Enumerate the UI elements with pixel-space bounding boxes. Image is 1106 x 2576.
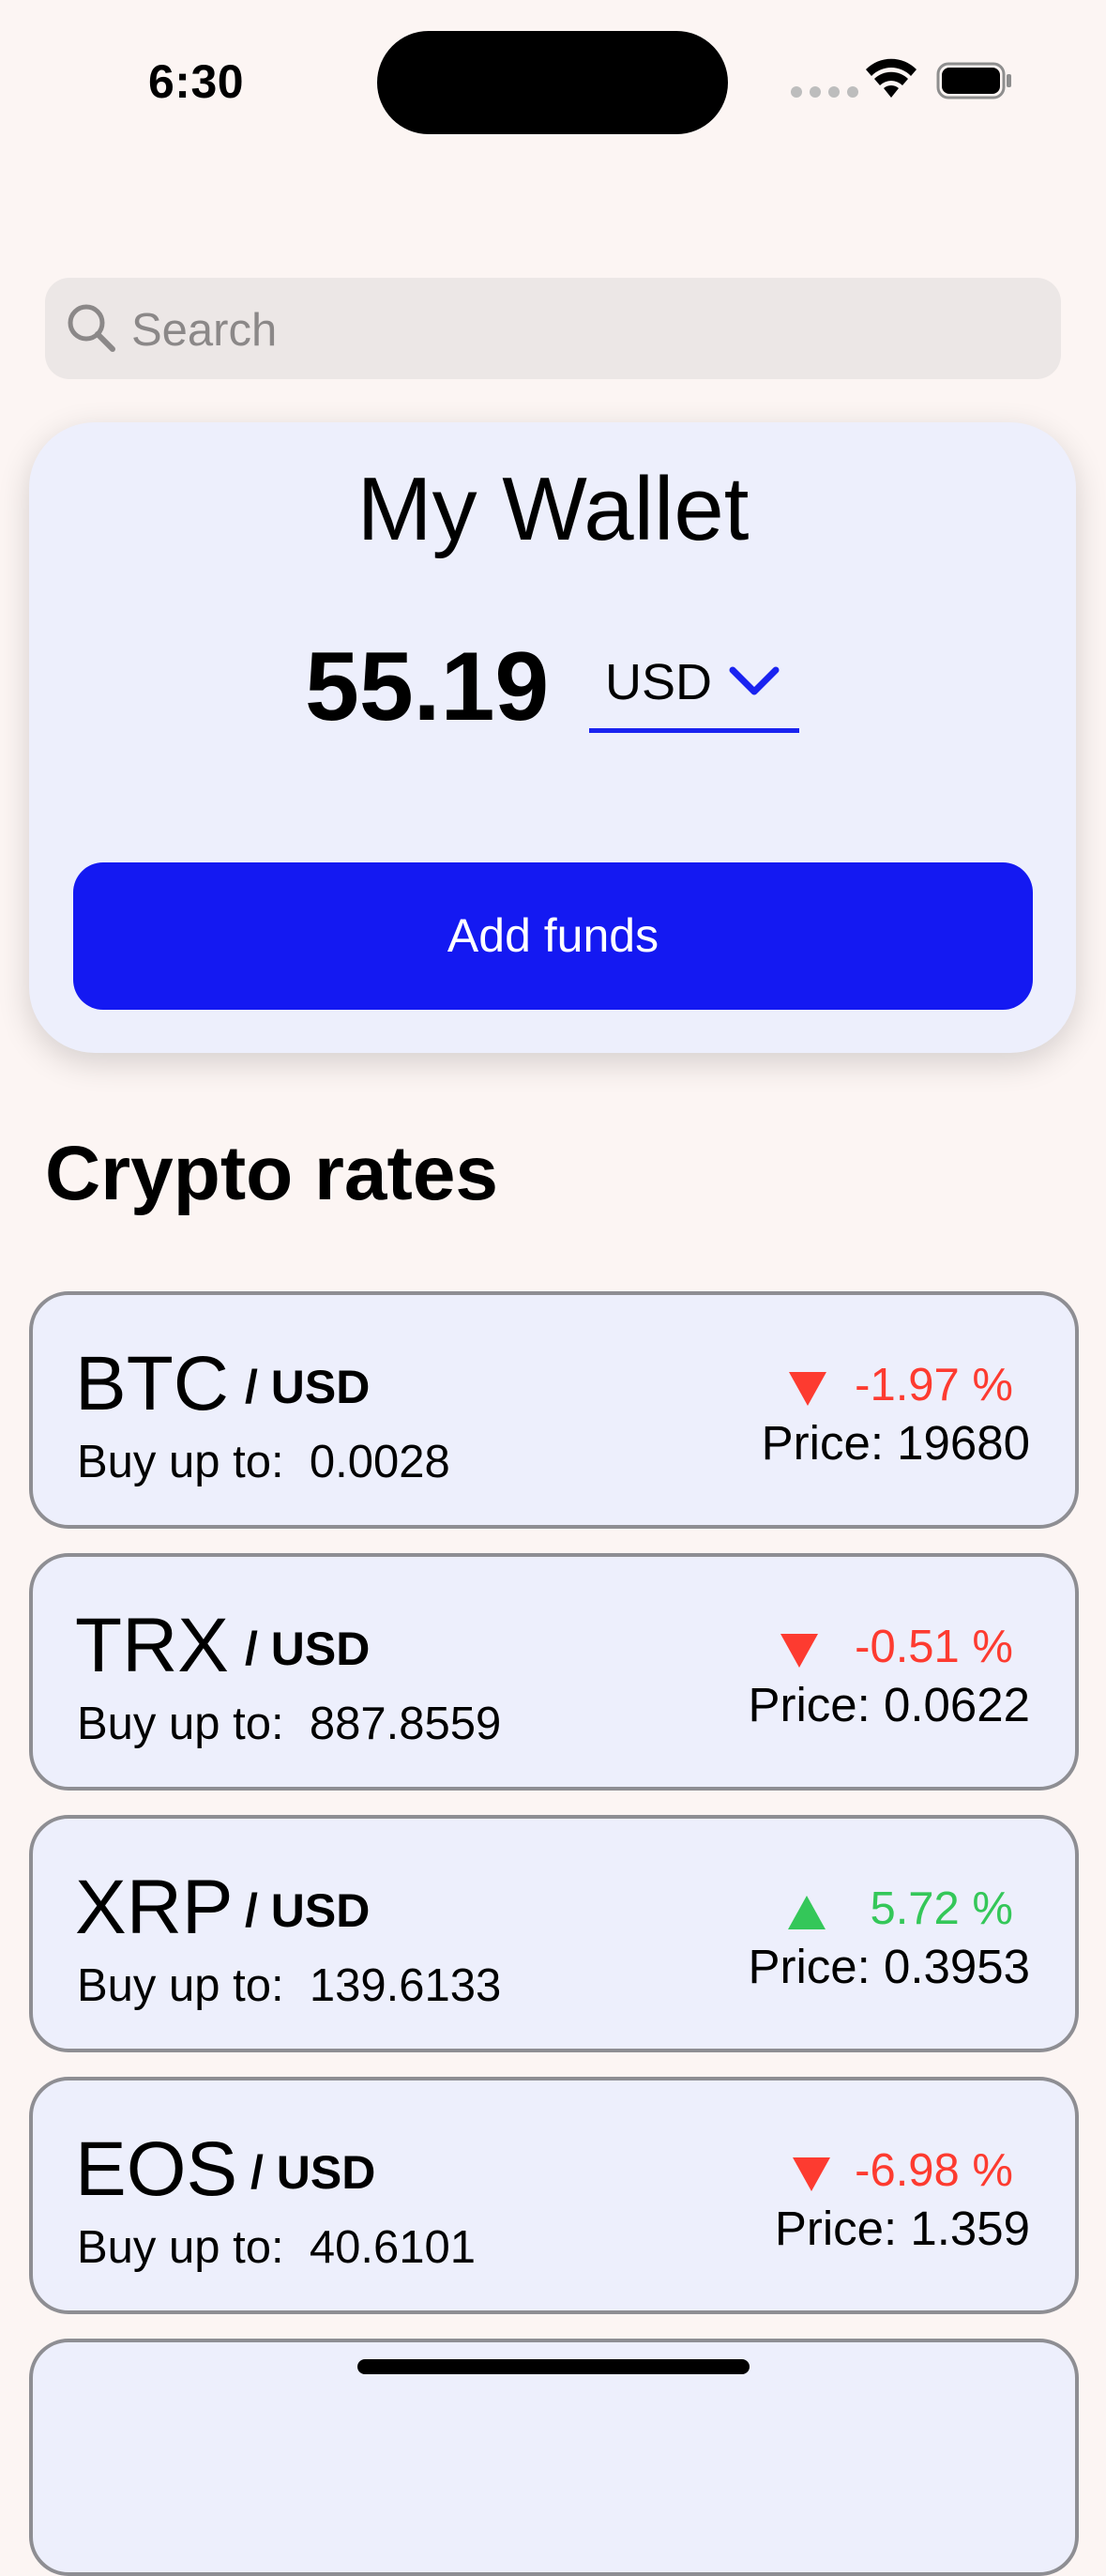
status-time: 6:30 — [148, 55, 245, 108]
section-title-crypto-rates: Crypto rates — [45, 1131, 499, 1216]
buy-up-to-line: Buy up to: 887.8559 — [77, 1699, 502, 1749]
pair-label: / USD — [250, 2146, 376, 2199]
search-icon — [68, 304, 115, 352]
cellular-signal-icon — [791, 86, 858, 98]
currency-select[interactable] — [589, 642, 799, 733]
dynamic-island — [377, 31, 728, 134]
rate-row-btc[interactable]: BTC / USD Buy up to: 0.0028 -1.97 % Pric… — [29, 1291, 1079, 1529]
wifi-icon — [866, 58, 917, 98]
rate-row-eos[interactable]: EOS / USD Buy up to: 40.6101 -6.98 % Pri… — [29, 2077, 1079, 2314]
wallet-title: My Wallet — [356, 459, 750, 559]
price-line: Price: 19680 — [761, 1416, 1030, 1470]
buy-up-to-line: Buy up to: 139.6133 — [77, 1960, 502, 2011]
triangle-down-icon — [793, 2157, 830, 2191]
triangle-down-icon — [780, 1634, 818, 1668]
price-line: Price: 0.0622 — [748, 1678, 1030, 1731]
home-indicator[interactable] — [357, 2359, 750, 2374]
rate-row-trx[interactable]: TRX / USD Buy up to: 887.8559 -0.51 % Pr… — [29, 1553, 1079, 1791]
search-input[interactable]: Search — [131, 305, 278, 356]
pair-label: / USD — [245, 1884, 371, 1937]
change-percent: -0.51 % — [855, 1622, 1013, 1672]
coin-symbol: XRP — [75, 1865, 234, 1950]
change-percent: -6.98 % — [855, 2145, 1013, 2196]
search-bar[interactable] — [45, 278, 1061, 379]
coin-symbol: BTC — [75, 1341, 229, 1426]
chevron-down-icon[interactable] — [728, 664, 780, 698]
price-line: Price: 0.3953 — [748, 1940, 1030, 1993]
wallet-balance: 55.19 — [305, 633, 550, 741]
rate-row-xrp[interactable]: XRP / USD Buy up to: 139.6133 5.72 % Pri… — [29, 1815, 1079, 2052]
coin-symbol: EOS — [75, 2126, 238, 2212]
battery-icon — [936, 62, 1011, 99]
price-line: Price: 1.359 — [774, 2202, 1030, 2255]
add-funds-button[interactable]: Add funds — [73, 862, 1033, 1010]
currency-selected-value[interactable]: USD — [605, 654, 713, 710]
pair-label: / USD — [245, 1361, 371, 1413]
buy-up-to-line: Buy up to: 40.6101 — [77, 2222, 477, 2273]
change-percent: 5.72 % — [870, 1883, 1013, 1934]
pair-label: / USD — [245, 1623, 371, 1675]
coin-symbol: TRX — [75, 1603, 229, 1688]
triangle-up-icon — [788, 1896, 826, 1929]
buy-up-to-line: Buy up to: 0.0028 — [77, 1437, 450, 1487]
change-percent: -1.97 % — [855, 1360, 1013, 1410]
triangle-down-icon — [789, 1372, 826, 1406]
